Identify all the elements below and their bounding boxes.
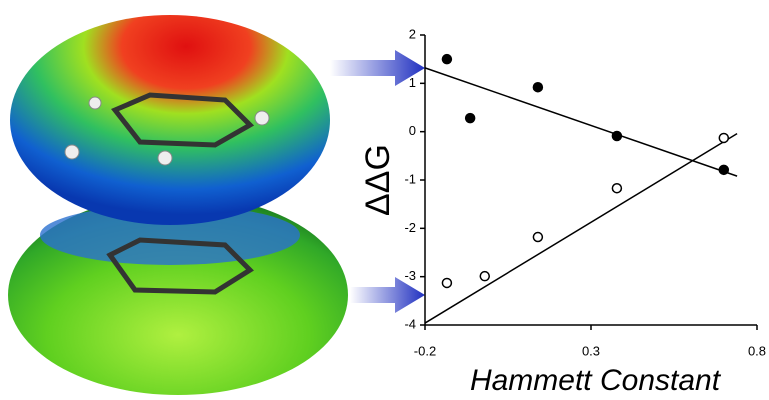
- figure: ΔΔG Hammett Constant 2 1 0 -1 -2 -3 -4 -0.2 0.3 0…: [0, 0, 769, 400]
- x-axis-title: Hammett Constant: [470, 364, 722, 397]
- x-tick-label: 0.8: [748, 343, 766, 358]
- x-tick-label: 0.3: [582, 343, 600, 358]
- data-point: [719, 133, 728, 142]
- y-tick-label: -1: [404, 171, 416, 186]
- data-point: [442, 278, 451, 287]
- data-point: [719, 165, 728, 174]
- y-tick-label: 0: [409, 123, 416, 138]
- y-tick-label: -3: [404, 268, 416, 283]
- y-tick-label: -4: [404, 316, 416, 331]
- data-point: [533, 233, 542, 242]
- molecule-illustration: [8, 15, 348, 395]
- data-point: [533, 83, 542, 92]
- y-tick-label: -2: [404, 220, 416, 235]
- data-point: [480, 272, 489, 281]
- data-point: [612, 132, 621, 141]
- data-point: [442, 55, 451, 64]
- y-tick-label: 2: [409, 26, 416, 41]
- data-point: [466, 114, 475, 123]
- upper-surface: [10, 15, 330, 225]
- x-tick-label: -0.2: [414, 343, 436, 358]
- y-axis-title: ΔΔG: [359, 144, 397, 216]
- trend-line: [425, 134, 737, 323]
- data-point: [612, 184, 621, 193]
- y-tick-label: 1: [409, 75, 416, 90]
